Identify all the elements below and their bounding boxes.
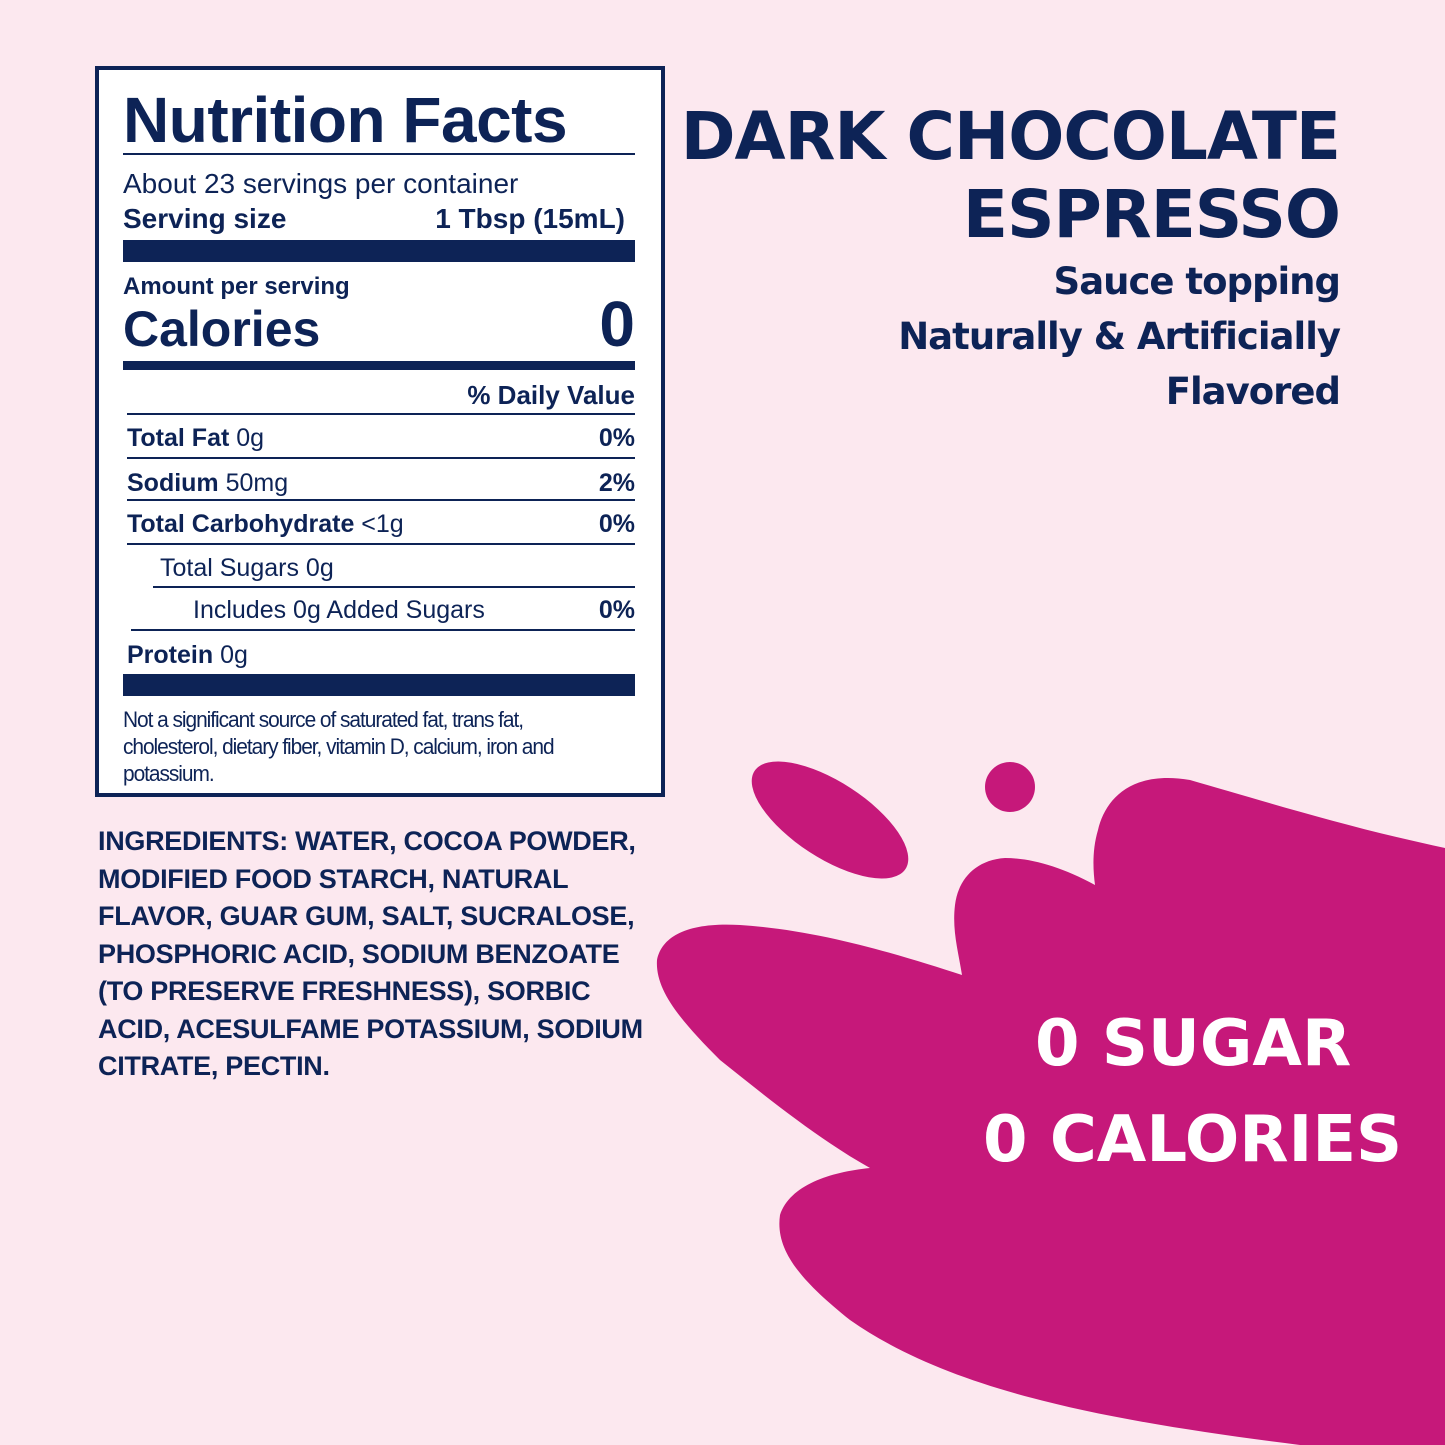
ingredients-list: INGREDIENTS: WATER, COCOA POWDER, MODIFI… [98,826,643,1081]
splash-blob [656,778,1445,1445]
nutrient-dv: 0% [598,596,635,624]
nutrition-facts-panel: Nutrition Facts About 23 servings per co… [95,66,665,797]
divider [127,499,635,501]
product-title-block: DARK CHOCOLATE ESPRESSO Sauce topping Na… [680,98,1341,419]
amount-per-serving: Amount per serving [123,273,350,300]
daily-value-header: % Daily Value [467,380,635,410]
divider [123,153,635,155]
splash-droplet [751,761,909,879]
product-descriptor: Flavored [1165,370,1341,413]
divider [127,457,635,459]
nutrient-dv: 0% [598,510,635,538]
nutrient-amount: 0g [220,641,248,669]
nutrient-dv: 2% [598,469,635,497]
serving-size-value: 1 Tbsp (15mL) [435,203,625,234]
divider [153,586,635,588]
row-sodium: Sodium 50mg [127,471,288,496]
product-descriptor: Sauce topping [1053,260,1341,303]
claim-zero-sugar: 0 SUGAR [1035,1007,1352,1081]
servings-per-container: About 23 servings per container [123,168,519,199]
divider [127,543,635,545]
row-total-fat: Total Fat 0g [127,426,264,451]
thick-divider [123,240,635,262]
product-name-line1: DARK CHOCOLATE [680,98,1341,175]
nutrition-title: Nutrition Facts [123,84,568,156]
footnote: Not a significant source of saturated fa… [123,707,555,786]
nutrient-amount: 50mg [225,469,289,497]
calories-value: 0 [599,288,635,360]
calories-label: Calories [123,301,321,357]
nutrient-label: Protein [127,641,214,669]
nutrient-amount: <1g [361,510,404,538]
nutrient-dv: 0% [598,424,635,452]
row-protein: Protein 0g [127,643,248,668]
nutrient-label: Total Fat [127,424,230,452]
row-total-carbohydrate: Total Carbohydrate <1g [127,512,404,537]
divider [131,629,635,631]
medium-divider [123,361,635,370]
product-name-line2: ESPRESSO [962,176,1341,253]
row-total-sugars: Total Sugars 0g [160,554,334,582]
nutrient-amount: 0g [236,424,265,452]
nutrient-label: Sodium [127,469,219,497]
row-added-sugars: Includes 0g Added Sugars [193,596,485,624]
divider [127,413,635,415]
serving-size-label: Serving size [123,203,287,234]
nutrient-label: Total Carbohydrate [127,510,355,538]
claim-zero-calories: 0 CALORIES [983,1103,1403,1177]
splash-dot [985,762,1035,812]
product-descriptor: Naturally & Artificially [898,315,1341,358]
thick-divider [123,674,635,696]
